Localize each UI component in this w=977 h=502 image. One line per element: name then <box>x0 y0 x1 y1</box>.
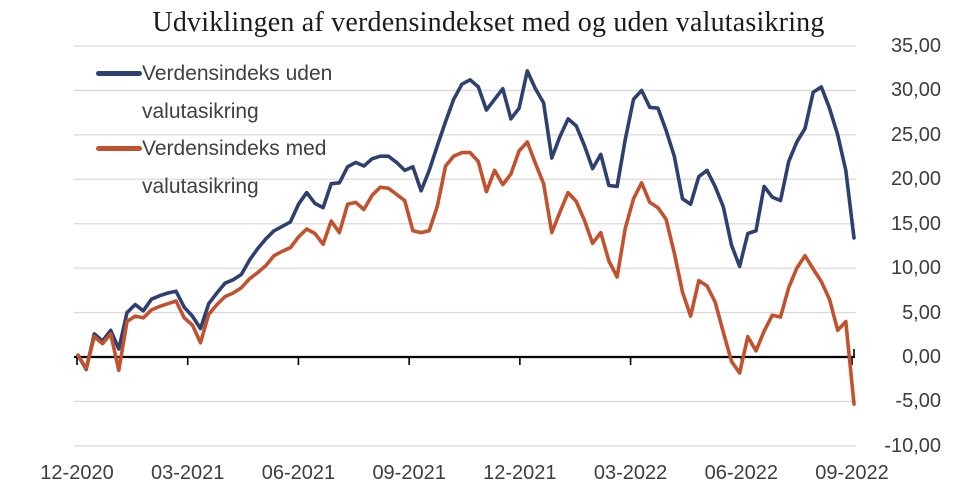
legend-label-med-line2: valutasikring <box>142 174 259 198</box>
y-tick-label: -5,00 <box>895 390 941 413</box>
legend-label-uden-line1: Verdensindeks uden <box>142 62 333 85</box>
y-tick-label: 35,00 <box>890 35 941 57</box>
y-tick-label: 30,00 <box>890 79 941 102</box>
y-tick-label: 25,00 <box>890 123 941 146</box>
y-tick-label: 5,00 <box>902 301 941 324</box>
series-line-uden-valutasikring <box>76 69 856 372</box>
x-tick-label: 12-2021 <box>483 462 557 484</box>
y-tick-label: 15,00 <box>890 212 941 235</box>
chart-title: Udviklingen af verdensindekset med og ud… <box>152 7 825 38</box>
legend-swatch-uden-icon <box>96 71 142 76</box>
x-tick-label: 12-2020 <box>40 462 114 484</box>
x-tick-label: 03-2021 <box>151 462 225 484</box>
legend-item-med: Verdensindeks med valutasikring <box>96 130 332 205</box>
chart-legend: Verdensindeks uden valutasikring Verdens… <box>96 55 332 205</box>
legend-label-uden-line2: valutasikring <box>142 99 259 123</box>
x-tick-label: 06-2021 <box>261 462 336 484</box>
y-tick-label: -10,00 <box>884 434 941 457</box>
legend-label-med-line1: Verdensindeks med <box>142 137 327 160</box>
x-tick-label: 03-2022 <box>593 462 668 484</box>
x-tick-label: 09-2021 <box>372 462 446 484</box>
legend-item-uden: Verdensindeks uden valutasikring <box>96 55 332 130</box>
y-tick-label: 20,00 <box>890 168 941 191</box>
y-tick-label: 0,00 <box>902 346 941 368</box>
legend-swatch-med-icon <box>96 146 142 151</box>
legend-label-uden: Verdensindeks uden valutasikring <box>142 55 332 130</box>
x-tick-label: 09-2022 <box>815 462 889 484</box>
y-tick-label: 10,00 <box>890 257 941 280</box>
legend-label-med: Verdensindeks med valutasikring <box>142 130 326 205</box>
x-tick-label: 06-2022 <box>704 462 778 484</box>
series-line-med-valutasikring <box>76 140 856 406</box>
